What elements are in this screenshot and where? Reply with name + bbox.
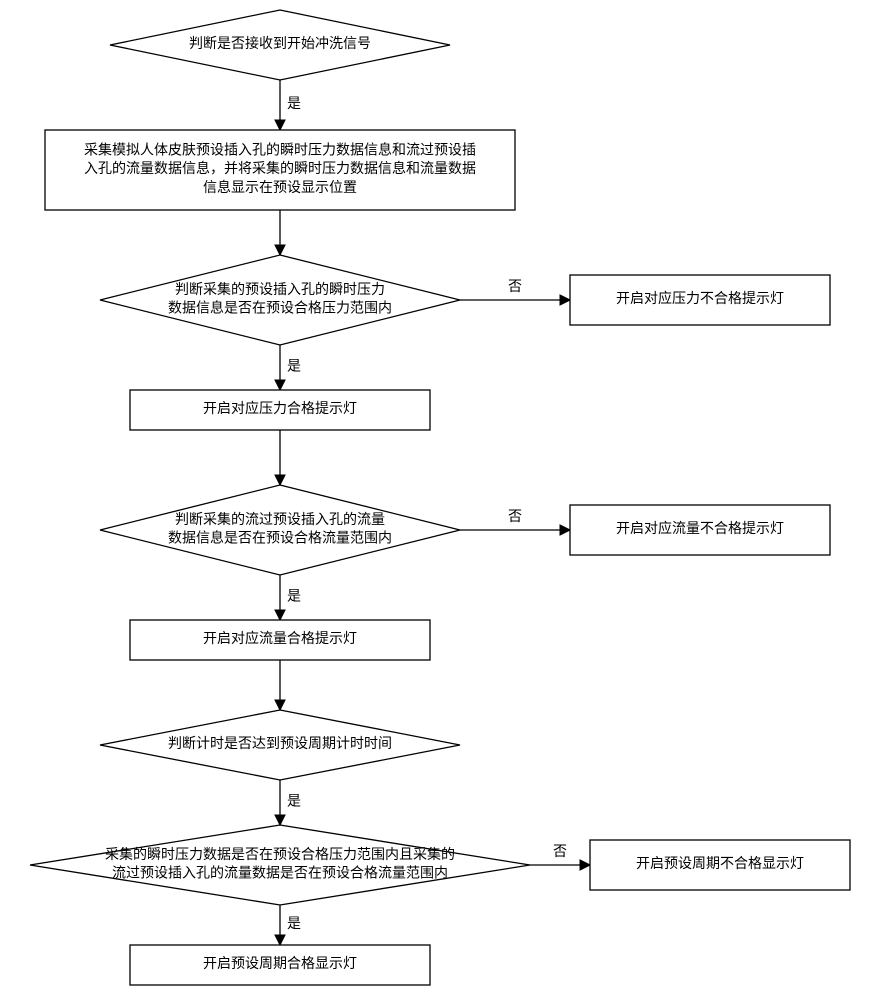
node-d1: 判断是否接收到开始冲洗信号: [110, 10, 450, 80]
node-d3: 判断采集的流过预设插入孔的流量数据信息是否在预设合格流量范围内: [100, 485, 460, 575]
node-text: 判断是否接收到开始冲洗信号: [189, 35, 371, 52]
node-p3: 开启对应流量合格提示灯: [130, 620, 430, 660]
node-p4: 开启预设周期合格显示灯: [130, 945, 430, 985]
node-p3b: 开启对应流量不合格提示灯: [570, 505, 830, 555]
edge-label: 是: [287, 917, 301, 932]
node-text: 流过预设插入孔的流量数据是否在预设合格流量范围内: [112, 865, 448, 882]
node-text: 开启对应流量不合格提示灯: [616, 520, 784, 537]
node-text: 开启对应压力不合格提示灯: [616, 290, 784, 307]
node-text: 采集的瞬时压力数据是否在预设合格压力范围内且采集的: [105, 846, 455, 863]
node-text: 判断计时是否达到预设周期计时时间: [168, 736, 392, 752]
node-text: 采集模拟人体皮肤预设插入孔的瞬时压力数据信息和流过预设插: [84, 141, 476, 158]
node-text: 开启对应流量合格提示灯: [203, 630, 357, 647]
node-text: 入孔的流量数据信息，并将采集的瞬时压力数据信息和流量数据: [84, 160, 476, 177]
node-text: 数据信息是否在预设合格压力范围内: [168, 300, 392, 317]
edge-label: 是: [287, 360, 301, 375]
node-text: 判断采集的流过预设插入孔的流量: [175, 511, 385, 528]
node-text: 开启预设周期合格显示灯: [203, 956, 357, 972]
edge-label: 是: [287, 590, 301, 605]
node-text: 数据信息是否在预设合格流量范围内: [168, 530, 392, 547]
node-p5b: 开启预设周期不合格显示灯: [590, 840, 850, 890]
node-d4: 判断计时是否达到预设周期计时时间: [100, 710, 460, 780]
node-d2: 判断采集的预设插入孔的瞬时压力数据信息是否在预设合格压力范围内: [100, 255, 460, 345]
node-d5: 采集的瞬时压力数据是否在预设合格压力范围内且采集的流过预设插入孔的流量数据是否在…: [30, 825, 530, 905]
node-text: 信息显示在预设显示位置: [203, 179, 357, 196]
edge-label: 否: [508, 510, 522, 525]
node-p2b: 开启对应压力不合格提示灯: [570, 275, 830, 325]
node-p1: 采集模拟人体皮肤预设插入孔的瞬时压力数据信息和流过预设插入孔的流量数据信息，并将…: [45, 130, 515, 210]
edge-label: 否: [553, 845, 567, 860]
flowchart: 是否是否是是否是判断是否接收到开始冲洗信号采集模拟人体皮肤预设插入孔的瞬时压力数…: [0, 0, 891, 1000]
edge-label: 是: [287, 97, 301, 112]
node-text: 判断采集的预设插入孔的瞬时压力: [175, 281, 385, 298]
node-p2: 开启对应压力合格提示灯: [130, 390, 430, 430]
node-text: 开启对应压力合格提示灯: [203, 400, 357, 417]
edge-label: 是: [287, 795, 301, 810]
node-text: 开启预设周期不合格显示灯: [636, 856, 804, 872]
edge-label: 否: [508, 280, 522, 295]
